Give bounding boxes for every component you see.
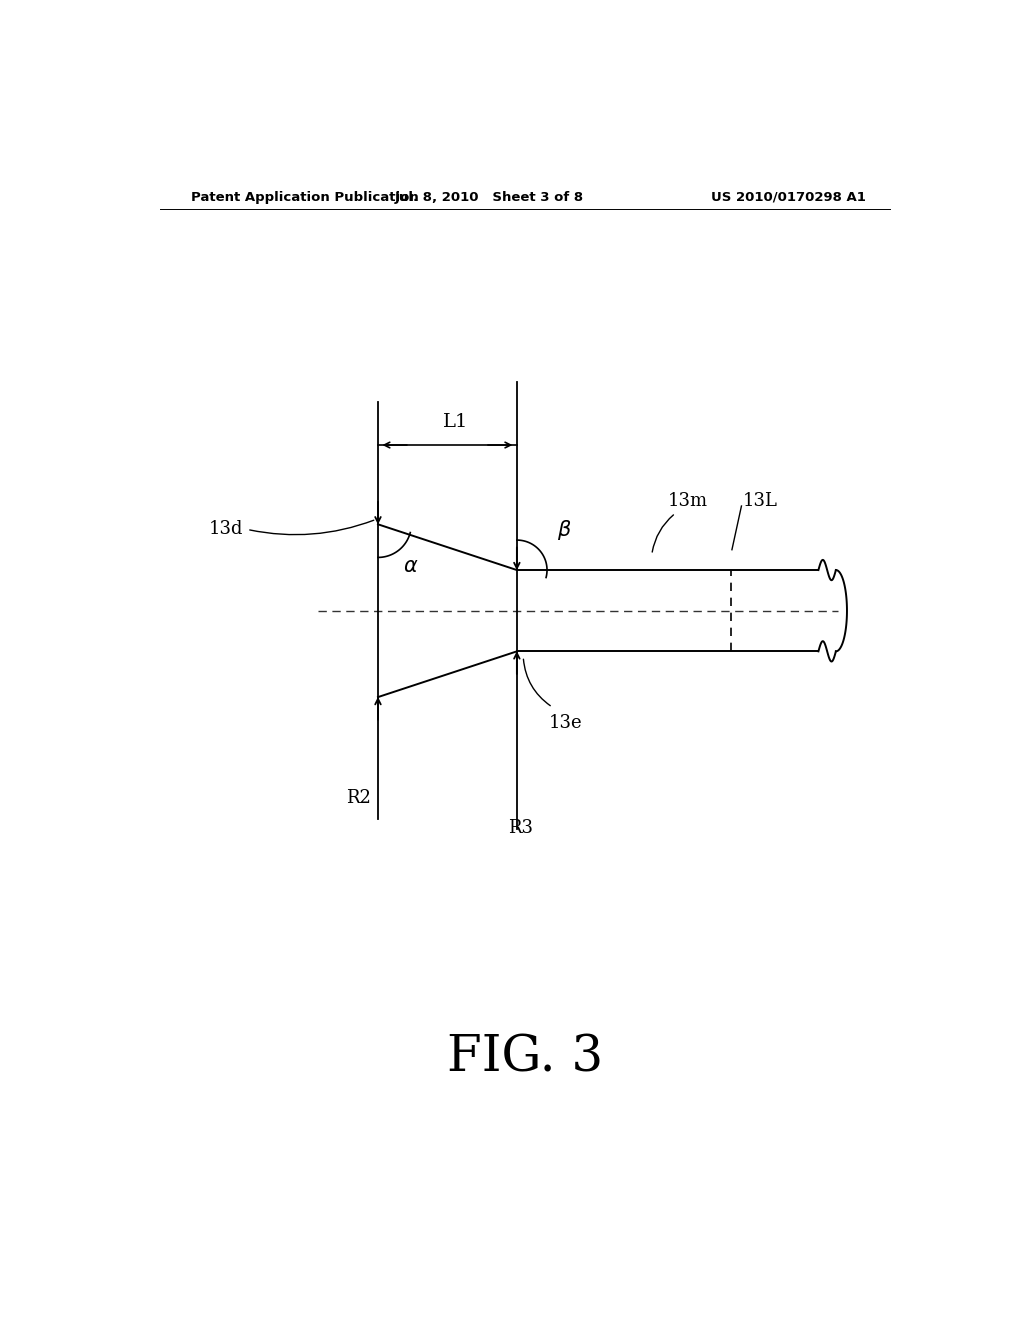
Text: Jul. 8, 2010   Sheet 3 of 8: Jul. 8, 2010 Sheet 3 of 8: [394, 190, 584, 203]
Text: 13m: 13m: [668, 492, 708, 510]
Text: R3: R3: [508, 818, 534, 837]
Text: US 2010/0170298 A1: US 2010/0170298 A1: [712, 190, 866, 203]
Text: 13L: 13L: [743, 492, 778, 510]
Text: $\alpha$: $\alpha$: [402, 556, 419, 576]
Text: $\beta$: $\beta$: [557, 517, 571, 541]
Text: R2: R2: [346, 788, 371, 807]
Text: Patent Application Publication: Patent Application Publication: [191, 190, 419, 203]
Text: 13d: 13d: [209, 520, 243, 539]
Text: FIG. 3: FIG. 3: [446, 1034, 603, 1082]
Text: L1: L1: [442, 413, 468, 430]
Text: 13e: 13e: [549, 714, 583, 731]
